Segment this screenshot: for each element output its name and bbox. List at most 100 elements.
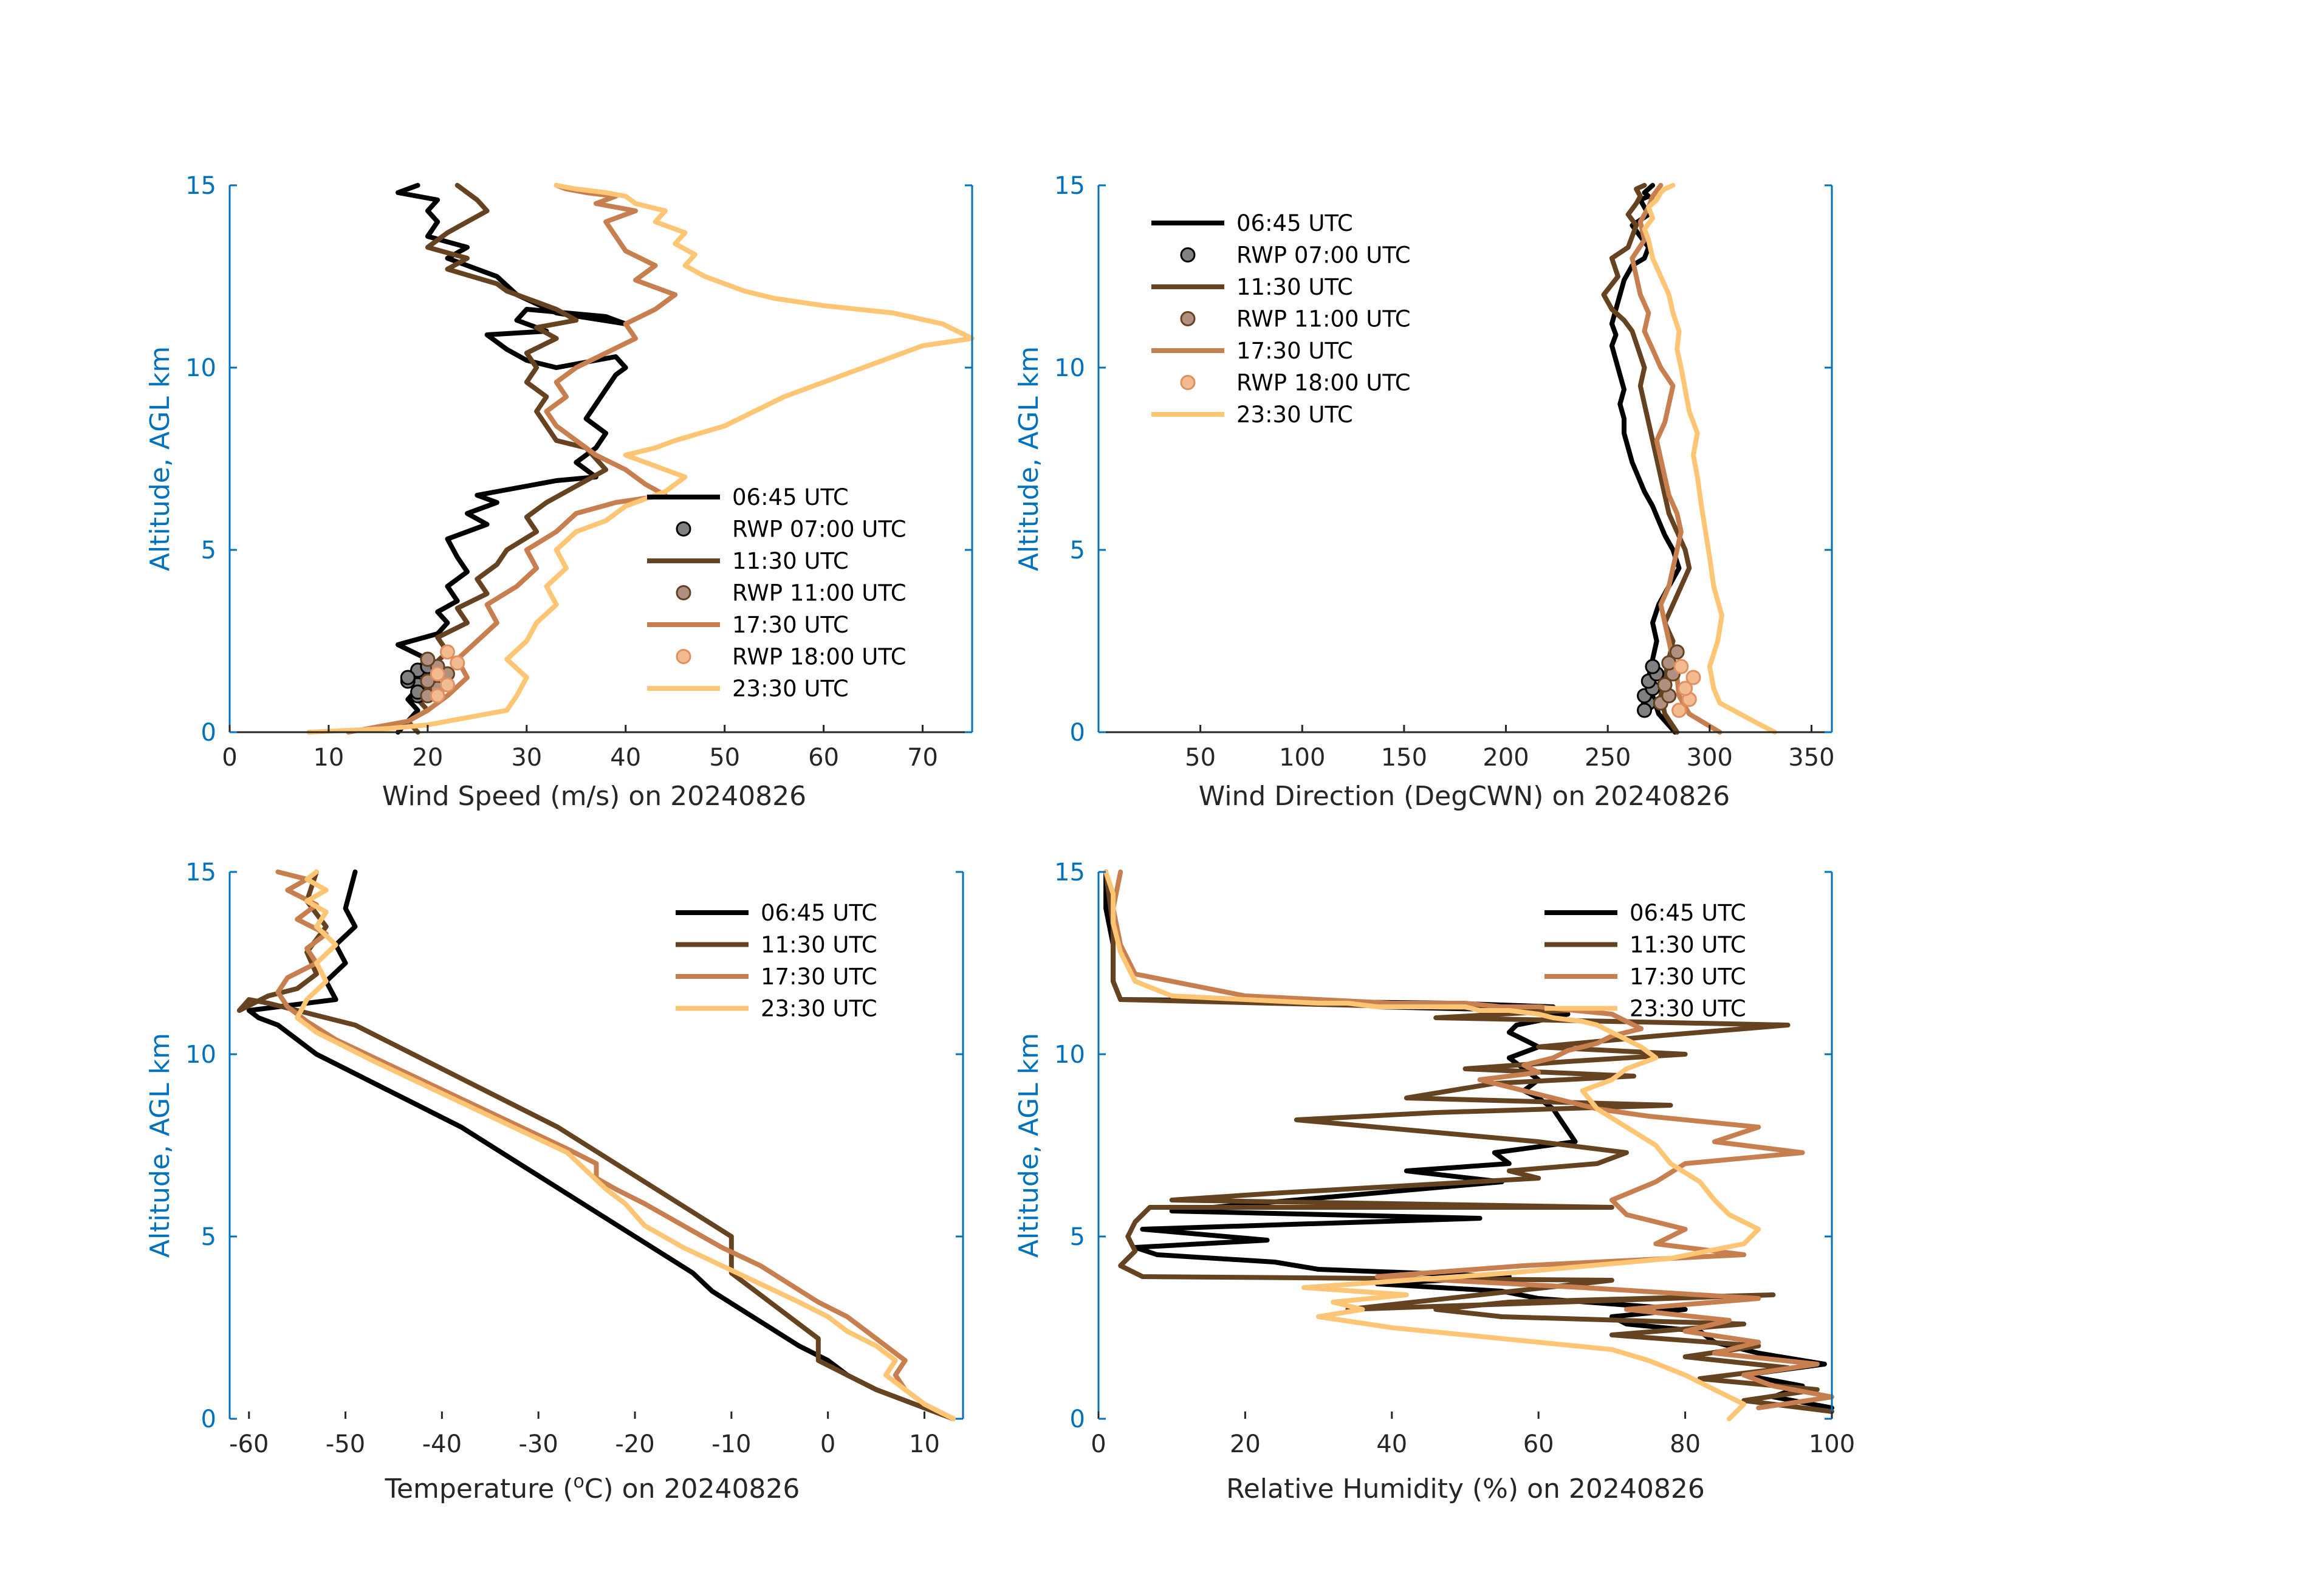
wind-direction-marker-rwp-18-00-utc [1671, 702, 1687, 718]
wind-speed-ytick-label: 15 [185, 172, 216, 200]
wind-speed-marker-rwp-18-00-utc [430, 688, 445, 704]
temperature-series-17-30-utc [275, 870, 956, 1421]
temperature-legend-label: 17:30 UTC [761, 964, 877, 990]
temperature-series-23-30-utc [295, 870, 956, 1421]
temperature-xtick-label: 0 [820, 1430, 835, 1458]
temperature-xtick-label: -20 [615, 1430, 654, 1458]
wind-direction-legend-marker [1180, 247, 1196, 262]
relative-humidity-xtick-label: 80 [1670, 1430, 1701, 1458]
relative-humidity-ylabel: Altitude, AGL km [1013, 1033, 1044, 1258]
temperature-tick-layer: -60 -50 -40 -30 -20 -10 0 10 0 5 10 15 [185, 859, 963, 1458]
wind-speed-legend-marker [676, 649, 691, 664]
relative-humidity-xtick-label: 0 [1091, 1430, 1106, 1458]
wind-speed-legend-marker [676, 585, 691, 600]
wind-speed-xtick-label: 20 [412, 744, 443, 772]
wind-direction-ytick-label: 0 [1070, 719, 1085, 747]
temperature-legend-item: 06:45 UTC [676, 900, 877, 926]
panel-wind-direction: 50 100 150 200 250 300 350 0 5 10 15 Altitude, AGL… [1013, 172, 1835, 812]
wind-speed-xtick-label: 60 [808, 744, 839, 772]
wind-direction-marker-rwp-07-00-utc [1645, 659, 1661, 674]
wind-direction-legend-label: RWP 07:00 UTC [1236, 242, 1411, 269]
temperature-legend-label: 06:45 UTC [761, 900, 877, 926]
relative-humidity-legend-item: 06:45 UTC [1544, 900, 1746, 926]
relative-humidity-ytick-label: 15 [1054, 859, 1085, 887]
wind-direction-series-23-30-utc [1642, 183, 1778, 735]
wind-direction-xtick-label: 50 [1185, 744, 1216, 772]
wind-direction-marker-rwp-18-00-utc [1685, 670, 1701, 685]
wind-speed-legend-label: RWP 07:00 UTC [732, 516, 907, 543]
wind-speed-marker-rwp-11-00-utc [420, 651, 436, 667]
wind-direction-legend-item: 11:30 UTC [1151, 274, 1353, 300]
wind-speed-legend-item: RWP 07:00 UTC [676, 516, 907, 543]
relative-humidity-legend: 06:45 UTC 11:30 UTC 17:30 UTC 23:30 UTC [1544, 900, 1746, 1022]
relative-humidity-xtick-label: 60 [1523, 1430, 1554, 1458]
wind-direction-xtick-label: 250 [1585, 744, 1631, 772]
wind-direction-xtick-label: 350 [1788, 744, 1834, 772]
relative-humidity-xtick-label: 100 [1809, 1430, 1855, 1458]
wind-direction-xtick-label: 150 [1381, 744, 1427, 772]
wind-direction-marker-rwp-11-00-utc [1669, 644, 1685, 660]
wind-speed-marker-rwp-11-00-utc [420, 673, 436, 689]
wind-speed-marker-rwp-18-00-utc [439, 677, 455, 693]
wind-speed-series-layer [306, 183, 975, 735]
wind-direction-ytick-label: 10 [1054, 354, 1085, 382]
temperature-series-06-45-utc [246, 870, 956, 1421]
wind-speed-legend-item: 11:30 UTC [647, 548, 849, 574]
temperature-legend-item: 11:30 UTC [676, 932, 877, 958]
temperature-ytick-label: 10 [185, 1041, 216, 1069]
wind-direction-ylabel: Altitude, AGL km [1013, 346, 1044, 571]
temperature-ytick-label: 0 [201, 1405, 216, 1433]
wind-speed-legend-label: RWP 11:00 UTC [732, 580, 907, 606]
wind-speed-ytick-label: 10 [185, 354, 216, 382]
temperature-xlabel: Temperature (oC) on 20240826 [385, 1471, 800, 1505]
temperature-ylabel: Altitude, AGL km [145, 1033, 176, 1258]
temperature-xtick-label: -10 [711, 1430, 751, 1458]
wind-speed-legend-label: 17:30 UTC [732, 612, 849, 638]
wind-direction-legend-label: RWP 11:00 UTC [1236, 306, 1411, 332]
relative-humidity-series-23-30-utc [1103, 870, 1761, 1421]
relative-humidity-legend-label: 17:30 UTC [1630, 964, 1746, 990]
wind-direction-legend-label: 11:30 UTC [1236, 274, 1353, 300]
relative-humidity-legend-item: 17:30 UTC [1544, 964, 1746, 990]
relative-humidity-legend-label: 06:45 UTC [1630, 900, 1746, 926]
wind-direction-ytick-label: 15 [1054, 172, 1085, 200]
temperature-xtick-label: -40 [422, 1430, 462, 1458]
relative-humidity-legend-item: 23:30 UTC [1544, 996, 1746, 1022]
wind-speed-legend-label: RWP 18:00 UTC [732, 644, 907, 670]
relative-humidity-xtick-label: 40 [1376, 1430, 1407, 1458]
wind-speed-series-11-30-utc [405, 183, 609, 735]
temperature-legend-label: 11:30 UTC [761, 932, 877, 958]
wind-direction-legend-item: RWP 18:00 UTC [1180, 370, 1411, 396]
wind-speed-series-17-30-utc [346, 183, 678, 735]
temperature-legend-label: 23:30 UTC [761, 996, 877, 1022]
wind-direction-xtick-label: 100 [1279, 744, 1325, 772]
wind-direction-legend-item: 23:30 UTC [1151, 402, 1353, 428]
wind-direction-marker-rwp-11-00-utc [1657, 677, 1673, 693]
temperature-xtick-label: -30 [519, 1430, 558, 1458]
wind-speed-legend-item: RWP 11:00 UTC [676, 580, 907, 606]
wind-direction-tick-layer: 50 100 150 200 250 300 350 0 5 10 15 [1054, 172, 1835, 772]
wind-speed-ytick-label: 0 [201, 719, 216, 747]
wind-direction-series-17-30-utc [1630, 183, 1722, 735]
relative-humidity-legend-item: 11:30 UTC [1544, 932, 1746, 958]
wind-direction-legend-item: RWP 07:00 UTC [1180, 242, 1411, 269]
wind-speed-legend-item: 06:45 UTC [647, 484, 849, 510]
temperature-series-layer [236, 870, 956, 1421]
temperature-xtick-label: -50 [326, 1430, 365, 1458]
wind-direction-legend-item: 06:45 UTC [1151, 210, 1353, 236]
wind-direction-legend-item: RWP 11:00 UTC [1180, 306, 1411, 332]
relative-humidity-series-layer [1103, 870, 1834, 1421]
wind-speed-xtick-label: 0 [222, 744, 237, 772]
relative-humidity-legend-label: 11:30 UTC [1630, 932, 1746, 958]
wind-direction-legend-label: 06:45 UTC [1236, 210, 1353, 236]
wind-direction-series-layer [1601, 183, 1778, 735]
wind-speed-legend-item: RWP 18:00 UTC [676, 644, 907, 670]
wind-direction-legend-label: RWP 18:00 UTC [1236, 370, 1411, 396]
wind-direction-legend-item: 17:30 UTC [1151, 338, 1353, 364]
wind-speed-xlabel: Wind Speed (m/s) on 20240826 [382, 781, 806, 812]
wind-direction-legend-marker [1180, 375, 1196, 390]
wind-speed-marker-rwp-18-00-utc [430, 666, 445, 682]
wind-speed-marker-rwp-07-00-utc [400, 670, 416, 685]
temperature-ytick-label: 5 [201, 1223, 216, 1251]
